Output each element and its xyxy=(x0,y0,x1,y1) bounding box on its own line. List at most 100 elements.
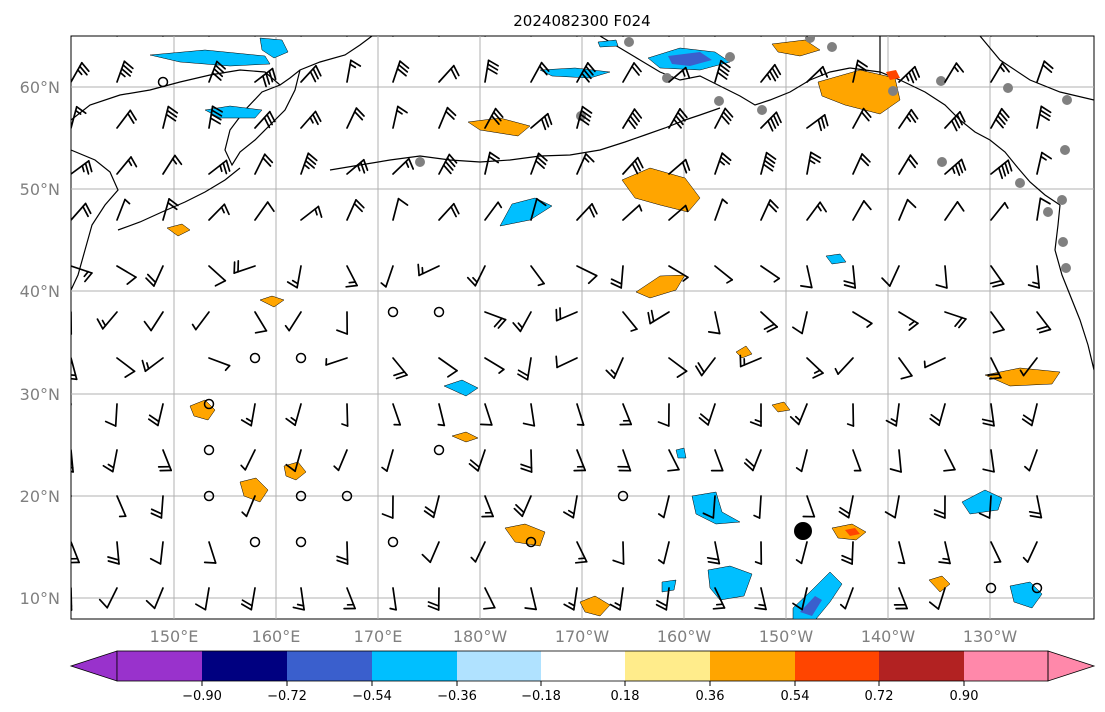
wind-barb-stroke xyxy=(536,156,547,166)
wind-barb-stroke xyxy=(167,201,178,211)
wind-barb-stroke xyxy=(1004,161,1010,175)
wind-barb-stroke xyxy=(944,449,956,471)
station-marker xyxy=(1062,95,1072,105)
wind-barb-stroke xyxy=(721,152,732,162)
wind-barb-stroke xyxy=(356,164,361,172)
wind-barb-stroke xyxy=(145,277,155,287)
wind-barb-stroke xyxy=(721,198,728,205)
wind-barb-stroke xyxy=(307,152,318,162)
wind-barb-stroke xyxy=(317,205,323,218)
wind-barb-stroke xyxy=(792,602,803,611)
strong-positive-anomaly-patches xyxy=(845,70,900,536)
wind-barb-stroke xyxy=(1032,281,1040,285)
wind-barb-stroke xyxy=(479,423,493,426)
wind-barb-stroke xyxy=(957,161,964,174)
wind-barb-stroke xyxy=(266,22,272,32)
wind-barb-stroke xyxy=(446,106,457,117)
lat-label: 60°N xyxy=(20,78,60,97)
wind-barb-stroke xyxy=(650,309,655,323)
wind-barb-stroke xyxy=(306,156,317,165)
wind-barb-stroke xyxy=(241,599,253,607)
wind-barb-stroke xyxy=(166,22,175,28)
wind-barb-stroke xyxy=(208,36,210,37)
wind-barb-stroke xyxy=(438,357,458,372)
wind-barb-stroke xyxy=(997,166,1004,180)
wind-barb-stroke xyxy=(866,322,873,328)
wind-barb-stroke xyxy=(684,158,691,171)
wind-barb-stroke xyxy=(743,462,754,472)
calm-marker xyxy=(433,444,445,456)
wind-barb-stroke xyxy=(78,24,82,29)
wind-barb-stroke xyxy=(767,120,774,132)
wind-barb-stroke xyxy=(359,18,365,27)
wind-barb-stroke xyxy=(718,159,726,166)
calm-marker xyxy=(341,490,353,502)
positive-anomaly-patches xyxy=(166,39,1061,617)
wind-barb-stroke xyxy=(719,18,728,24)
wind-barb-stroke xyxy=(445,15,454,21)
wind-barb-stroke xyxy=(1043,60,1054,70)
wind-barb-stroke xyxy=(988,495,992,519)
wind-barb-stroke xyxy=(956,201,965,212)
wind-barb-stroke xyxy=(493,317,503,328)
station-marker xyxy=(725,52,735,62)
wind-barb-stroke xyxy=(208,541,217,564)
wind-barb-stroke xyxy=(130,156,138,168)
wind-barb-stroke xyxy=(208,265,227,282)
wind-barb-stroke xyxy=(567,509,575,515)
wind-barb-stroke xyxy=(486,67,498,75)
coastlines xyxy=(71,36,1094,371)
wind-barb-stroke xyxy=(452,202,460,215)
wind-barb-stroke xyxy=(627,118,636,130)
wind-barb-stroke xyxy=(399,60,410,69)
wind-barb-stroke xyxy=(397,197,409,206)
wind-barb-stroke xyxy=(631,65,640,76)
wind-barb-stroke xyxy=(336,559,349,565)
wind-barb-stroke xyxy=(990,311,1005,331)
wind-barb-stroke xyxy=(443,22,452,28)
wind-barb-stroke xyxy=(538,65,548,76)
calm-marker xyxy=(203,398,215,410)
calm-marker xyxy=(387,306,399,318)
wind-barb-stroke xyxy=(633,108,643,119)
wind-barb-stroke xyxy=(357,21,363,30)
anomaly-patch xyxy=(771,39,821,57)
wind-barb-stroke xyxy=(271,67,277,81)
wind-barb-stroke xyxy=(468,463,479,472)
wind-barb-stroke xyxy=(122,23,130,30)
wind-barb-stroke xyxy=(535,197,547,207)
wind-barb-stroke xyxy=(956,113,963,126)
wind-barb-stroke xyxy=(336,555,349,561)
wind-barb-stroke xyxy=(194,311,210,331)
wind-barb-stroke xyxy=(655,603,668,611)
storm-center-marker xyxy=(794,522,812,540)
station-marker xyxy=(1003,83,1013,93)
calm-marker xyxy=(387,536,399,548)
wind-barb-stroke xyxy=(74,109,82,115)
wind-barb-stroke xyxy=(773,63,782,76)
wind-barb-stroke xyxy=(576,403,585,426)
wind-barb-stroke xyxy=(930,413,942,423)
wind-barb-stroke xyxy=(697,362,705,374)
colorbar-segment xyxy=(457,651,541,681)
wind-barb-stroke xyxy=(98,598,109,609)
wind-barb-stroke xyxy=(1024,465,1031,472)
wind-barb-stroke xyxy=(498,368,505,374)
anomaly-patch xyxy=(451,431,479,443)
station-marker xyxy=(1057,195,1067,205)
wind-barb-stroke xyxy=(998,111,1008,122)
wind-barb-stroke xyxy=(395,26,404,32)
wind-barb-stroke xyxy=(315,64,322,77)
wind-barb-stroke xyxy=(167,105,179,114)
colorbar-tick-label: 0.54 xyxy=(781,689,810,704)
wind-barb-stroke xyxy=(127,112,135,124)
wind-barb-stroke xyxy=(714,265,734,281)
calm-marker xyxy=(617,490,629,502)
wind-barb-stroke xyxy=(123,60,134,70)
wind-barb-stroke xyxy=(312,113,319,126)
wind-barb-stroke xyxy=(718,22,727,28)
wind-barb-stroke xyxy=(87,160,93,173)
wind-barb-stroke xyxy=(684,204,689,213)
wind-barb-stroke xyxy=(254,329,268,334)
wind-barb-stroke xyxy=(284,324,291,332)
